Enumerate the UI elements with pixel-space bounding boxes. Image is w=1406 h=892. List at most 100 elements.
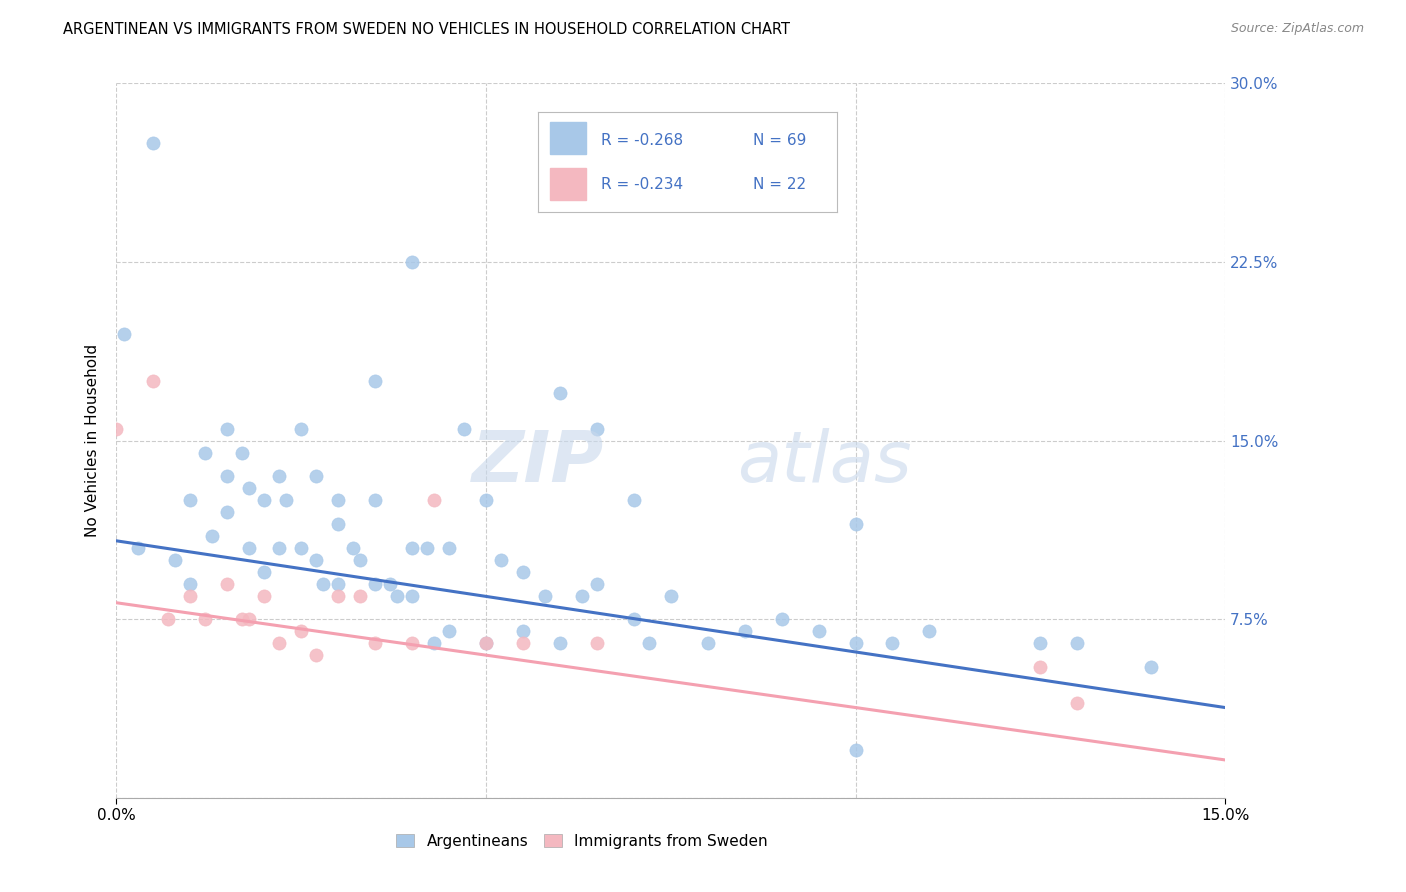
- Point: [290, 624, 312, 639]
- Point: [437, 624, 460, 639]
- Point: [385, 589, 408, 603]
- Point: [326, 493, 349, 508]
- Point: [623, 493, 645, 508]
- Point: [401, 255, 423, 269]
- Point: [305, 469, 328, 483]
- Point: [844, 743, 866, 757]
- Y-axis label: No Vehicles in Household: No Vehicles in Household: [86, 344, 100, 537]
- Text: N = 69: N = 69: [754, 133, 807, 147]
- Point: [305, 648, 328, 662]
- Point: [142, 374, 165, 388]
- Point: [179, 576, 201, 591]
- FancyBboxPatch shape: [550, 168, 585, 200]
- Point: [882, 636, 904, 650]
- Point: [326, 517, 349, 532]
- Point: [267, 469, 290, 483]
- Point: [1066, 636, 1088, 650]
- Point: [512, 565, 534, 579]
- Point: [548, 386, 571, 401]
- Point: [534, 589, 557, 603]
- Point: [475, 636, 498, 650]
- Point: [267, 541, 290, 555]
- Point: [165, 553, 187, 567]
- FancyBboxPatch shape: [550, 122, 585, 154]
- Point: [217, 576, 239, 591]
- Point: [253, 565, 276, 579]
- Point: [238, 541, 260, 555]
- Point: [267, 636, 290, 650]
- Text: R = -0.234: R = -0.234: [600, 177, 683, 192]
- Point: [512, 636, 534, 650]
- Point: [238, 612, 260, 626]
- Point: [918, 624, 941, 639]
- Point: [105, 422, 128, 436]
- Point: [637, 636, 659, 650]
- Point: [1029, 636, 1052, 650]
- Point: [157, 612, 180, 626]
- Point: [512, 624, 534, 639]
- Point: [585, 636, 607, 650]
- Point: [305, 553, 328, 567]
- Point: [401, 541, 423, 555]
- Point: [112, 326, 135, 341]
- Point: [253, 589, 276, 603]
- Point: [194, 445, 217, 459]
- Point: [276, 493, 298, 508]
- Point: [659, 589, 682, 603]
- Point: [326, 576, 349, 591]
- Point: [807, 624, 830, 639]
- Point: [1029, 660, 1052, 674]
- Point: [770, 612, 793, 626]
- Point: [401, 636, 423, 650]
- Point: [416, 541, 439, 555]
- Point: [231, 612, 253, 626]
- Text: atlas: atlas: [737, 427, 912, 497]
- Point: [423, 493, 446, 508]
- Point: [489, 553, 512, 567]
- Point: [231, 445, 253, 459]
- Point: [349, 553, 371, 567]
- Point: [127, 541, 149, 555]
- Point: [201, 529, 224, 543]
- Point: [734, 624, 756, 639]
- Point: [548, 636, 571, 650]
- Point: [290, 541, 312, 555]
- Point: [142, 136, 165, 150]
- Point: [475, 493, 498, 508]
- Point: [364, 576, 387, 591]
- Legend: Argentineans, Immigrants from Sweden: Argentineans, Immigrants from Sweden: [389, 828, 773, 855]
- Point: [326, 589, 349, 603]
- Point: [585, 422, 607, 436]
- Point: [453, 422, 475, 436]
- Point: [844, 517, 866, 532]
- Point: [364, 636, 387, 650]
- Point: [253, 493, 276, 508]
- Point: [401, 589, 423, 603]
- Point: [194, 612, 217, 626]
- Point: [623, 612, 645, 626]
- Text: ARGENTINEAN VS IMMIGRANTS FROM SWEDEN NO VEHICLES IN HOUSEHOLD CORRELATION CHART: ARGENTINEAN VS IMMIGRANTS FROM SWEDEN NO…: [63, 22, 790, 37]
- Point: [378, 576, 401, 591]
- Text: ZIP: ZIP: [472, 427, 605, 497]
- Text: Source: ZipAtlas.com: Source: ZipAtlas.com: [1230, 22, 1364, 36]
- Text: N = 22: N = 22: [754, 177, 807, 192]
- Point: [475, 636, 498, 650]
- Point: [696, 636, 718, 650]
- Point: [1140, 660, 1163, 674]
- Point: [364, 493, 387, 508]
- Point: [238, 482, 260, 496]
- Point: [290, 422, 312, 436]
- Point: [217, 422, 239, 436]
- Point: [349, 589, 371, 603]
- Point: [342, 541, 364, 555]
- Point: [423, 636, 446, 650]
- Point: [585, 576, 607, 591]
- Text: R = -0.268: R = -0.268: [600, 133, 683, 147]
- Point: [179, 493, 201, 508]
- Point: [571, 589, 593, 603]
- Point: [364, 374, 387, 388]
- Point: [437, 541, 460, 555]
- Point: [844, 636, 866, 650]
- Point: [217, 505, 239, 519]
- Point: [1066, 696, 1088, 710]
